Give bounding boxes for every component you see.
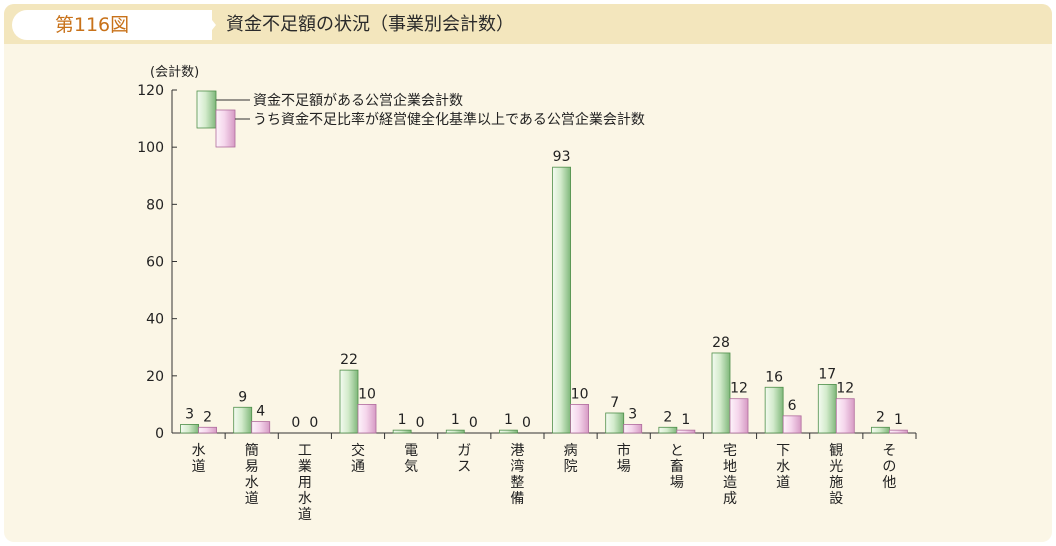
bar-series-2 xyxy=(676,429,696,434)
bar-series-1 xyxy=(817,384,837,434)
bar-series-2 xyxy=(251,421,271,434)
x-category-label: 市場 xyxy=(617,442,631,475)
legend-swatch-series-1 xyxy=(196,90,217,129)
bar-series-1 xyxy=(658,426,678,434)
x-category-label: 病院 xyxy=(564,443,578,475)
y-tick-label: 40 xyxy=(146,312,164,328)
data-label-series-1: 0 xyxy=(291,415,300,431)
figure-header: 第116図 資金不足額の状況（事業別会計数） xyxy=(4,4,1052,44)
y-tick-label: 60 xyxy=(146,255,164,271)
data-label-series-1: 28 xyxy=(712,335,730,351)
header-arrow xyxy=(204,10,216,40)
data-label-series-2: 4 xyxy=(256,404,265,420)
data-label-series-1: 93 xyxy=(553,149,571,165)
x-category-label: 工業用水道 xyxy=(298,443,312,523)
data-label-series-2: 1 xyxy=(894,412,903,428)
x-category-label: 観光施設 xyxy=(829,442,843,507)
data-label-series-2: 2 xyxy=(203,409,212,425)
bar-series-1 xyxy=(339,369,359,434)
bar-series-2 xyxy=(782,415,802,434)
bar-series-2 xyxy=(198,426,217,434)
legend-label-series-1: 資金不足額がある公営企業会計数 xyxy=(253,92,463,109)
y-tick-label: 120 xyxy=(137,83,164,99)
bar-series-2 xyxy=(570,404,589,434)
data-label-series-1: 3 xyxy=(185,406,194,422)
data-label-series-2: 10 xyxy=(358,386,376,402)
figure-number-tab: 第116図 xyxy=(12,10,212,40)
data-label-series-2: 3 xyxy=(628,406,637,422)
data-label-series-2: 10 xyxy=(571,386,589,402)
bar-series-1 xyxy=(552,166,571,434)
bar-series-1 xyxy=(233,406,253,434)
bar-series-2 xyxy=(623,424,643,434)
bar-series-2 xyxy=(357,404,377,434)
x-category-label: 簡易水道 xyxy=(245,443,259,507)
x-category-label: 交通 xyxy=(351,442,365,475)
bar-series-1 xyxy=(871,426,890,434)
y-tick-label: 0 xyxy=(155,426,164,442)
data-label-series-1: 16 xyxy=(765,369,783,385)
data-label-series-1: 1 xyxy=(451,412,460,428)
data-label-series-2: 0 xyxy=(469,415,478,431)
data-label-series-1: 2 xyxy=(663,409,672,425)
bar-series-1 xyxy=(445,429,465,434)
data-label-series-2: 12 xyxy=(836,381,854,397)
y-tick-label: 20 xyxy=(146,369,164,385)
legend-label-series-2: うち資金不足比率が経営健全化基準以上である公営企業会計数 xyxy=(253,111,645,128)
y-axis-title: (会計数) xyxy=(150,64,199,80)
bar-series-2 xyxy=(729,398,749,434)
data-label-series-2: 1 xyxy=(681,412,690,428)
data-label-series-2: 0 xyxy=(416,415,425,431)
bar-series-2 xyxy=(835,398,855,434)
x-category-label: 下水道 xyxy=(776,443,790,491)
data-label-series-2: 6 xyxy=(788,398,797,414)
x-category-label: 港湾整備 xyxy=(510,443,524,507)
data-label-series-1: 22 xyxy=(340,352,358,368)
bar-series-1 xyxy=(180,424,199,434)
figure-number: 第116図 xyxy=(54,14,130,36)
x-category-label: 電気 xyxy=(404,443,418,475)
bar-series-1 xyxy=(605,412,625,434)
bar-series-1 xyxy=(764,386,784,434)
figure-title: 資金不足額の状況（事業別会計数） xyxy=(226,14,514,35)
y-tick-label: 80 xyxy=(146,197,164,213)
legend-swatch-series-2 xyxy=(215,109,236,148)
bar-series-1 xyxy=(499,429,518,434)
data-label-series-1: 2 xyxy=(876,409,885,425)
x-category-label: と畜場 xyxy=(670,443,684,491)
data-label-series-1: 1 xyxy=(398,412,407,428)
data-label-series-2: 12 xyxy=(730,381,748,397)
x-category-label: 宅地造成 xyxy=(723,443,737,507)
figure-frame: 第116図 資金不足額の状況（事業別会計数） xyxy=(4,4,1052,542)
data-label-series-1: 1 xyxy=(504,412,513,428)
bar-series-1 xyxy=(392,429,412,434)
y-tick-label: 100 xyxy=(137,140,164,156)
data-label-series-1: 17 xyxy=(818,366,836,382)
data-label-series-2: 0 xyxy=(309,415,318,431)
x-category-label: ガス xyxy=(457,443,471,475)
bar-series-1 xyxy=(711,352,731,434)
x-category-label: 水道 xyxy=(192,443,206,475)
bar-series-2 xyxy=(889,429,908,434)
data-label-series-1: 7 xyxy=(610,395,619,411)
data-label-series-1: 9 xyxy=(238,389,247,405)
x-category-label: その他 xyxy=(882,443,896,491)
data-label-series-2: 0 xyxy=(522,415,531,431)
